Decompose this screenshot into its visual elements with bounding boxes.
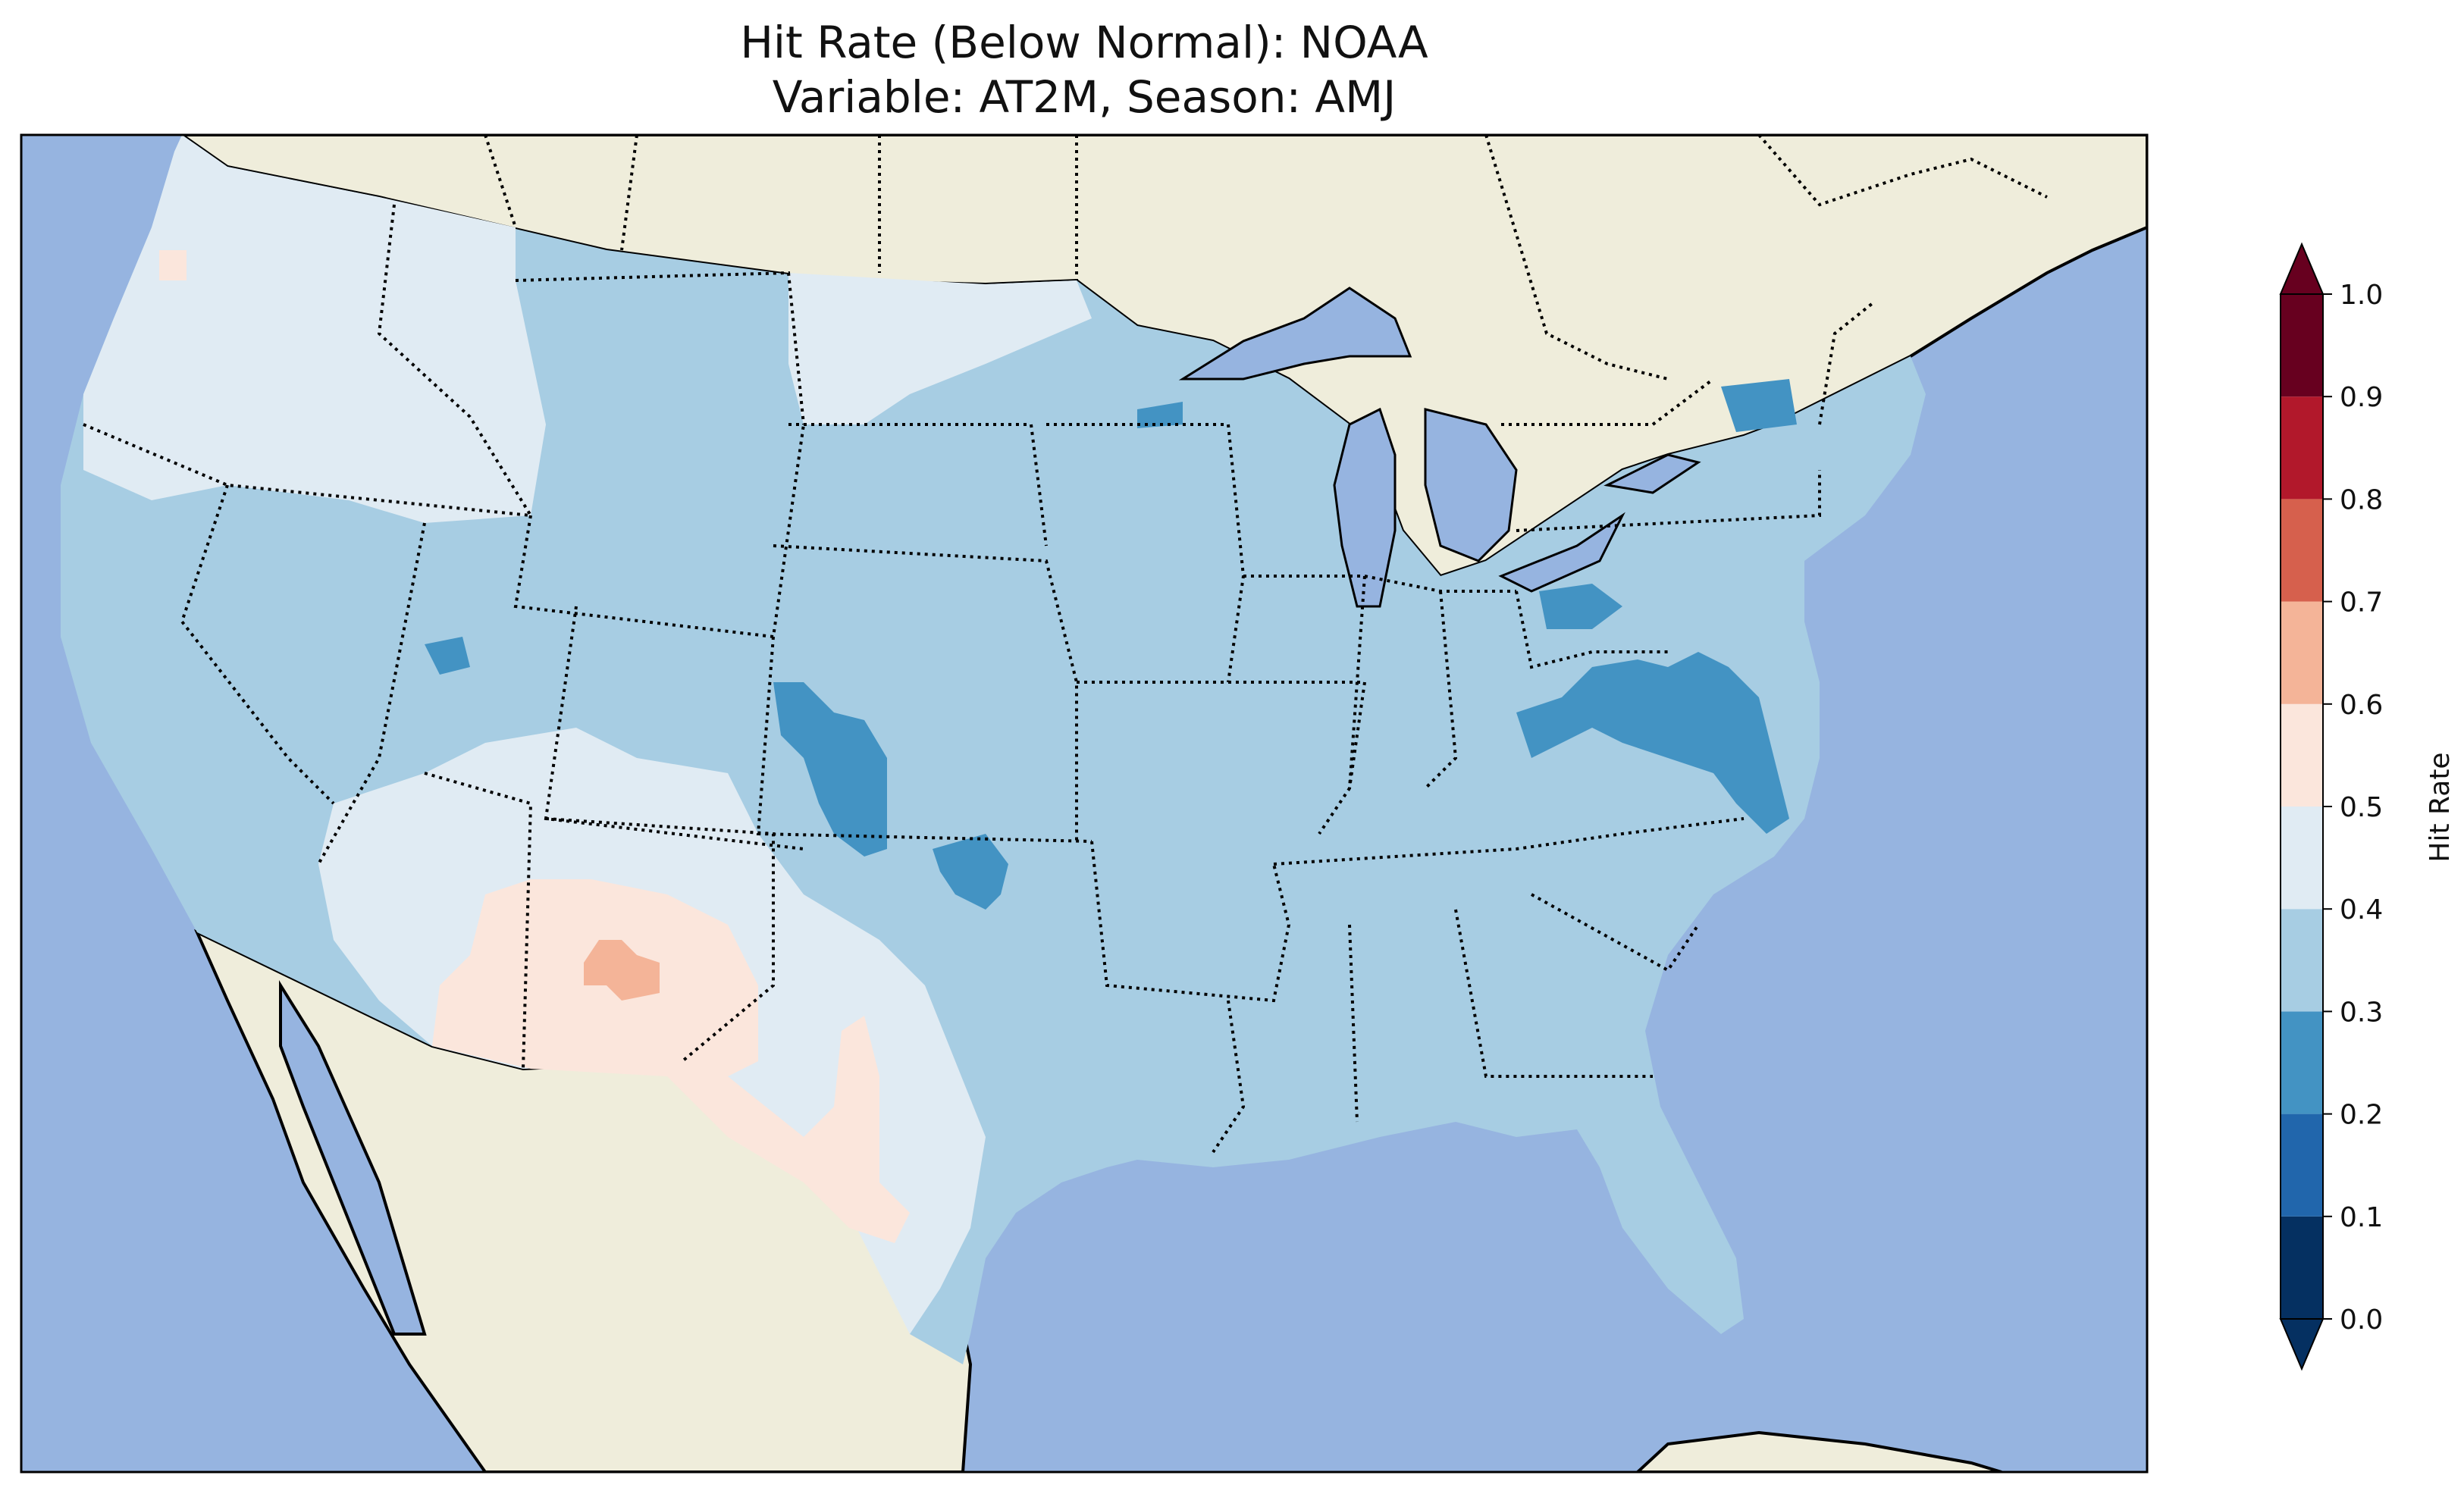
state-borders xyxy=(83,204,1874,1154)
colorbar-tick-label: 0.8 xyxy=(2340,484,2383,515)
colorbar-bin xyxy=(2281,1216,2323,1319)
colorbar-extend-min xyxy=(2279,1318,2324,1371)
central-new-mexico-region xyxy=(584,940,660,1001)
northwest-region xyxy=(83,135,546,523)
northern-plains-light xyxy=(788,273,1092,424)
utah-spot xyxy=(425,637,470,675)
colorbar-bin xyxy=(2281,1011,2323,1114)
colorbar-tick-label: 0.4 xyxy=(2340,894,2383,926)
colorbar-bin xyxy=(2281,601,2323,704)
virginia-region xyxy=(1516,652,1789,834)
colorbar-bin xyxy=(2281,703,2323,807)
colorbar-tick-label: 1.0 xyxy=(2340,280,2383,311)
colorbar-extend-max xyxy=(2279,242,2324,295)
title-line-2: Variable: AT2M, Season: AMJ xyxy=(772,71,1397,123)
oklahoma-spot xyxy=(933,834,1008,910)
colorbar-tick-label: 0.0 xyxy=(2340,1305,2383,1336)
colorbar-bin xyxy=(2281,396,2323,500)
colorbar-tick-label: 0.5 xyxy=(2340,792,2383,823)
colorbar-tick-label: 0.9 xyxy=(2340,382,2383,413)
title-line-1: Hit Rate (Below Normal): NOAA xyxy=(740,17,1428,68)
colorbar-tick-label: 0.7 xyxy=(2340,587,2383,619)
country-borders xyxy=(484,135,2048,381)
great-lakes xyxy=(1178,287,1701,608)
figure-title: Hit Rate (Below Normal): NOAA Variable: … xyxy=(21,15,2147,124)
colorbar-bin xyxy=(2281,1113,2323,1217)
new-york-spot xyxy=(1721,379,1797,432)
colorbar-tick-label: 0.2 xyxy=(2340,1100,2383,1131)
colorbar-bin xyxy=(2281,294,2323,397)
oregon-coast-spot xyxy=(159,250,187,280)
eastern-colorado-region xyxy=(773,682,887,857)
new-mexico-texas-region xyxy=(432,879,910,1243)
colorbar-bin xyxy=(2281,807,2323,910)
ohio-spot xyxy=(1539,584,1622,629)
colorbar-label: Hit Rate xyxy=(2425,752,2456,862)
colorbar-bin xyxy=(2281,909,2323,1012)
colorbar-bins xyxy=(2280,293,2324,1320)
baja-gulf xyxy=(279,980,427,1336)
map-frame xyxy=(20,133,2149,1474)
colorbar-ticks: 0.0 0.1 0.2 0.3 0.4 0.5 0.6 0.7 0.8 0.9 1.0 xyxy=(2323,280,2383,1336)
cuba-land xyxy=(1635,1430,2002,1472)
lake-superior-spot xyxy=(1137,402,1183,428)
colorbar-tick-label: 0.3 xyxy=(2340,997,2383,1028)
colorbar-bin xyxy=(2281,499,2323,602)
colorbar-tick-label: 0.1 xyxy=(2340,1202,2383,1233)
colorbar-tick-label: 0.6 xyxy=(2340,690,2383,721)
